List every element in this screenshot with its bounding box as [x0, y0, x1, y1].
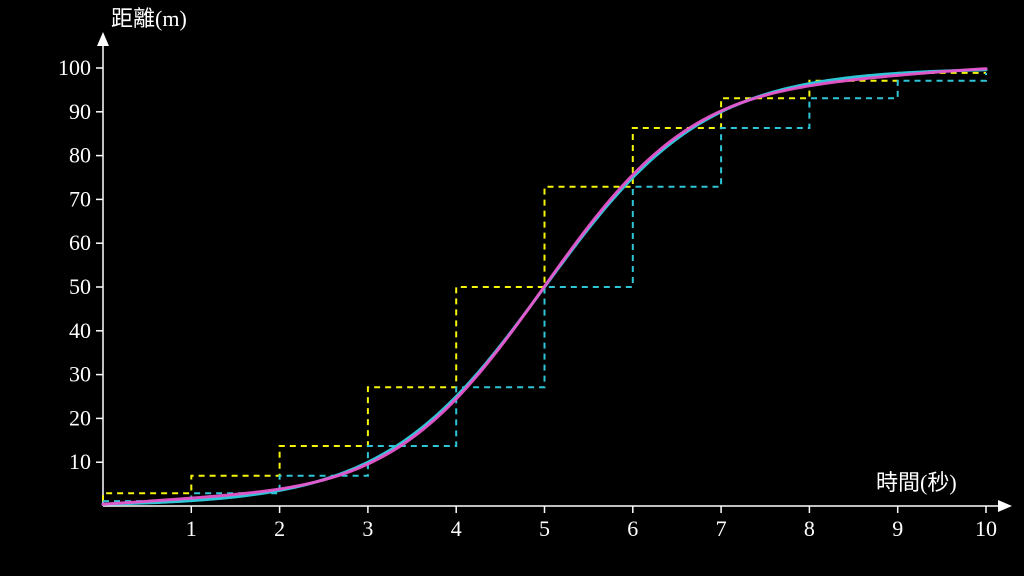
y-tick-label: 50 [69, 274, 91, 299]
x-tick-label: 4 [451, 516, 462, 541]
y-tick-label: 40 [69, 318, 91, 343]
x-tick-label: 10 [975, 516, 997, 541]
x-axis-title: 時間(秒) [876, 470, 957, 495]
y-tick-label: 10 [69, 449, 91, 474]
x-tick-label: 6 [627, 516, 638, 541]
magenta-curve [103, 69, 986, 505]
distance-time-chart: 1 2 3 4 5 6 7 8 9 10 10 20 30 40 50 60 70 80 90 100 距離(m) 時間(… [0, 0, 1024, 576]
y-tick-label: 100 [58, 55, 91, 80]
chart-svg: 1 2 3 4 5 6 7 8 9 10 10 20 30 40 50 60 70 80 90 100 距離(m) 時間(… [0, 0, 1024, 576]
y-tick-label: 70 [69, 186, 91, 211]
y-tick-label: 20 [69, 405, 91, 430]
x-tick-label: 1 [186, 516, 197, 541]
x-tick-label: 3 [362, 516, 373, 541]
x-tick-label: 9 [892, 516, 903, 541]
x-tick-label: 8 [804, 516, 815, 541]
y-tick-label: 80 [69, 143, 91, 168]
y-tick-label: 30 [69, 362, 91, 387]
x-tick-label: 7 [716, 516, 727, 541]
y-tick-label: 60 [69, 230, 91, 255]
x-tick-label: 5 [539, 516, 550, 541]
x-tick-label: 2 [274, 516, 285, 541]
y-tick-label: 90 [69, 99, 91, 124]
y-axis-title: 距離(m) [111, 6, 187, 31]
